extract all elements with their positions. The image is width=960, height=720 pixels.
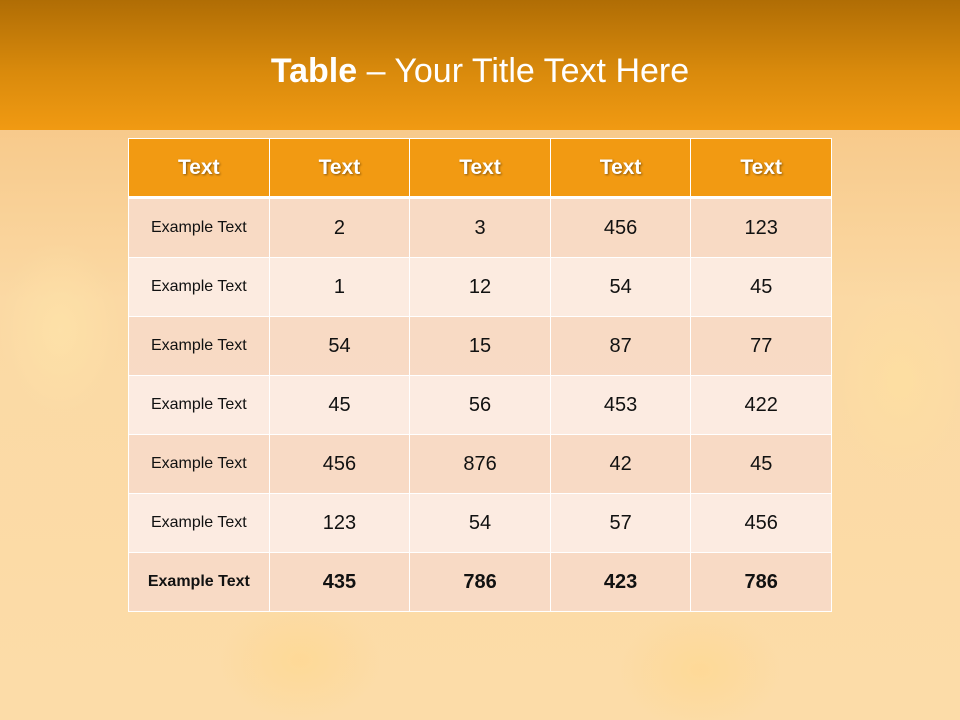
column-header: Text (268, 138, 411, 199)
title-bold: Table (270, 52, 358, 90)
column-header: Text (549, 138, 692, 199)
table-cell: 45 (690, 257, 832, 317)
row-label: Example Text (128, 434, 270, 494)
row-label: Example Text (128, 257, 270, 317)
table-cell: 42 (549, 434, 692, 494)
table-cell: 77 (690, 316, 832, 376)
table-cell: 54 (268, 316, 411, 376)
table-cell: 3 (409, 197, 551, 258)
title-rest: – Your Title Text Here (357, 52, 690, 90)
table-cell: 786 (690, 552, 832, 612)
column-header: Text (128, 138, 270, 199)
row-label: Example Text (128, 552, 270, 612)
column-header: Text (409, 138, 551, 199)
table-row: Example Text 435 786 423 786 (128, 552, 832, 612)
table-cell: 54 (409, 493, 551, 553)
row-label: Example Text (128, 316, 270, 376)
table-cell: 123 (268, 493, 411, 553)
table-cell: 786 (409, 552, 551, 612)
row-label: Example Text (128, 493, 270, 553)
table-cell: 422 (690, 375, 832, 435)
table-cell: 54 (549, 257, 692, 317)
row-label: Example Text (128, 375, 270, 435)
table-cell: 1 (268, 257, 411, 317)
table-cell: 435 (268, 552, 411, 612)
table-cell: 45 (690, 434, 832, 494)
slide-title: Table – Your Title Text Here (0, 52, 960, 91)
table-cell: 456 (268, 434, 411, 494)
table-row: Example Text 1 12 54 45 (128, 257, 832, 317)
table-cell: 456 (690, 493, 832, 553)
header-row: Text Text Text Text Text (128, 138, 832, 199)
table-cell: 56 (409, 375, 551, 435)
table-cell: 453 (549, 375, 692, 435)
table-row: Example Text 456 876 42 45 (128, 434, 832, 494)
table-cell: 57 (549, 493, 692, 553)
title-banner (0, 0, 960, 130)
table-row: Example Text 123 54 57 456 (128, 493, 832, 553)
table-cell: 12 (409, 257, 551, 317)
table-cell: 87 (549, 316, 692, 376)
data-table: Text Text Text Text Text Example Text 2 3 456 12… (128, 138, 832, 612)
table-cell: 876 (409, 434, 551, 494)
table-cell: 456 (549, 197, 692, 258)
table-row: Example Text 45 56 453 422 (128, 375, 832, 435)
table-cell: 123 (690, 197, 832, 258)
row-label: Example Text (128, 197, 270, 258)
column-header: Text (690, 138, 832, 199)
table-cell: 45 (268, 375, 411, 435)
table-cell: 423 (549, 552, 692, 612)
table-cell: 2 (268, 197, 411, 258)
table-cell: 15 (409, 316, 551, 376)
table-row: Example Text 2 3 456 123 (128, 197, 832, 258)
table-row: Example Text 54 15 87 77 (128, 316, 832, 376)
